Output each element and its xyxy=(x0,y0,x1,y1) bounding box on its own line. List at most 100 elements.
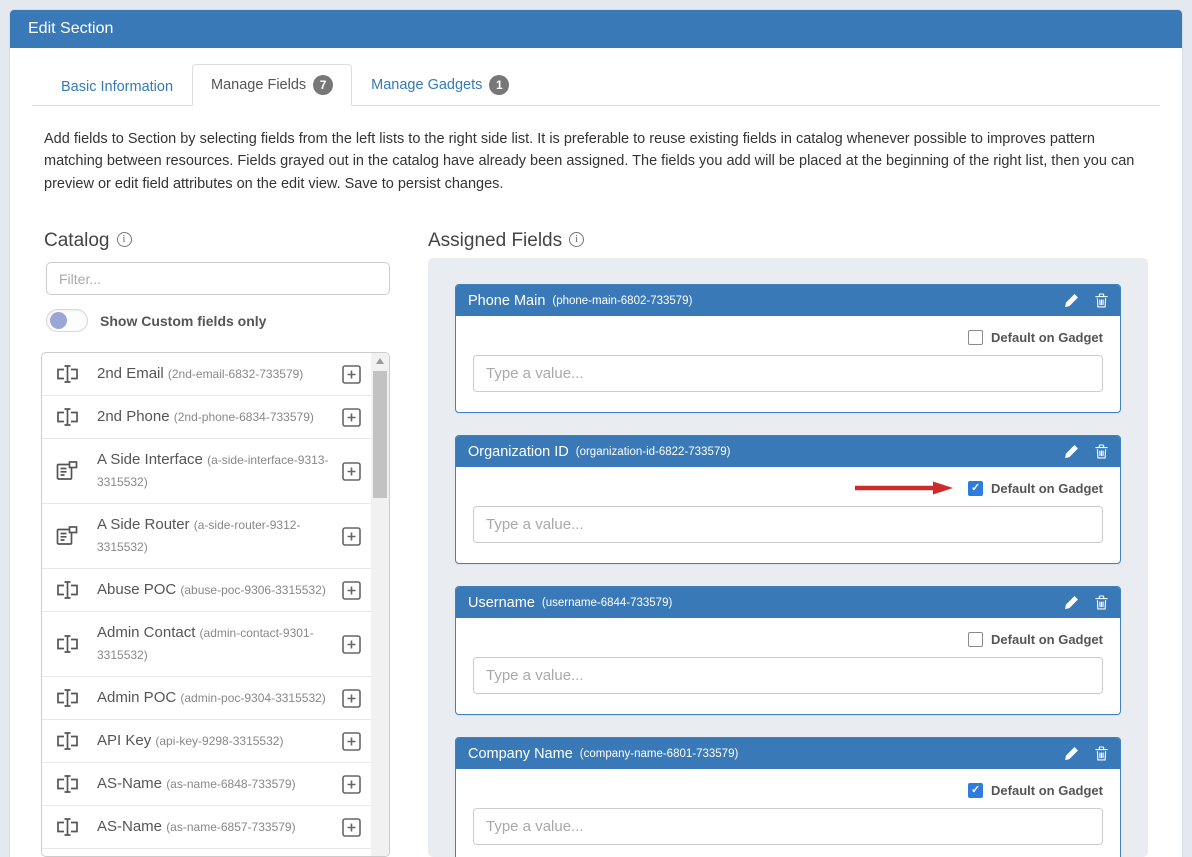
info-icon[interactable] xyxy=(116,232,132,247)
default-on-gadget-checkbox[interactable] xyxy=(968,480,984,496)
filter-input[interactable] xyxy=(46,262,390,295)
add-field-button[interactable] xyxy=(342,526,361,546)
field-name: AS-Name xyxy=(97,775,167,792)
text-input-icon xyxy=(56,580,80,600)
text-input-icon xyxy=(56,364,80,384)
edit-section-panel: Edit Section Basic Information Manage Fi… xyxy=(10,10,1182,857)
default-on-gadget-label: Default on Gadget xyxy=(991,782,1103,798)
field-name: A Side Interface xyxy=(97,451,208,468)
tab-manage-fields[interactable]: Manage Fields 7 xyxy=(192,64,353,106)
form-select-icon xyxy=(56,526,80,546)
field-id: (as-name-6857-733579) xyxy=(166,820,296,834)
field-id: (api-key-9298-3315532) xyxy=(155,734,284,748)
text-input-icon xyxy=(56,688,80,708)
field-name: AS-Name xyxy=(97,818,167,835)
card-field-id: (organization-id-6822-733579) xyxy=(575,445,731,458)
catalog-item-as-name: AS-Name (as-name-6857-733579) xyxy=(42,806,371,849)
text-input-icon xyxy=(56,731,80,751)
assigned-card-phone-main: Phone Main (phone-main-6802-733579) xyxy=(455,284,1121,413)
field-id: (a-side-router-9312-3315532) xyxy=(97,518,301,554)
field-id: (admin-contact-9301-3315532) xyxy=(97,626,314,662)
catalog-item-asn: ASN (asn-9297-3315532) xyxy=(42,849,371,856)
edit-pencil-icon[interactable] xyxy=(1064,444,1079,459)
card-field-id: (company-name-6801-733579) xyxy=(579,747,739,760)
custom-fields-toggle-row: Show Custom fields only xyxy=(46,309,266,332)
field-id: (2nd-phone-6834-733579) xyxy=(173,410,314,424)
scrollbar-thumb[interactable] xyxy=(373,371,387,498)
tab-count-badge: 1 xyxy=(489,75,510,95)
toggle-label: Show Custom fields only xyxy=(100,312,267,329)
tab-count-badge: 7 xyxy=(313,75,334,95)
add-field-button[interactable] xyxy=(342,731,361,751)
card-header: Company Name (company-name-6801-733579) xyxy=(456,738,1120,769)
card-field-name: Phone Main xyxy=(468,292,546,309)
field-value-input[interactable] xyxy=(473,808,1103,845)
add-field-button[interactable] xyxy=(342,817,361,837)
catalog-field-list: 2nd Email (2nd-email-6832-733579) 2nd Ph… xyxy=(41,352,390,857)
add-field-button[interactable] xyxy=(342,364,361,384)
description-text: Add fields to Section by selecting field… xyxy=(44,131,1135,192)
default-on-gadget-label: Default on Gadget xyxy=(991,631,1103,647)
catalog-item-admin-poc: Admin POC (admin-poc-9304-3315532) xyxy=(42,677,371,720)
assigned-card-username: Username (username-6844-733579) xyxy=(455,586,1121,715)
catalog-item-a-side-router: A Side Router (a-side-router-9312-331553… xyxy=(42,504,371,569)
custom-fields-toggle[interactable] xyxy=(46,309,88,332)
assigned-fields-container: Phone Main (phone-main-6802-733579) xyxy=(428,258,1148,857)
card-header: Phone Main (phone-main-6802-733579) xyxy=(456,285,1120,316)
info-icon[interactable] xyxy=(569,232,585,247)
delete-trash-icon[interactable] xyxy=(1095,293,1108,308)
text-input-icon xyxy=(56,407,80,427)
default-on-gadget-label: Default on Gadget xyxy=(991,480,1103,496)
delete-trash-icon[interactable] xyxy=(1095,444,1108,459)
tab-manage-gadgets[interactable]: Manage Gadgets 1 xyxy=(352,64,528,106)
catalog-item-abuse-poc: Abuse POC (abuse-poc-9306-3315532) xyxy=(42,569,371,612)
add-field-button[interactable] xyxy=(342,634,361,654)
card-field-id: (username-6844-733579) xyxy=(541,596,673,609)
field-id: (as-name-6848-733579) xyxy=(166,777,296,791)
form-select-icon xyxy=(56,461,80,481)
edit-pencil-icon[interactable] xyxy=(1064,595,1079,610)
add-field-button[interactable] xyxy=(342,407,361,427)
field-name: Abuse POC xyxy=(97,581,181,598)
delete-trash-icon[interactable] xyxy=(1095,595,1108,610)
field-name: 2nd Email xyxy=(97,365,168,382)
catalog-item-2nd-phone: 2nd Phone (2nd-phone-6834-733579) xyxy=(42,396,371,439)
field-id: (a-side-interface-9313-3315532) xyxy=(97,453,329,489)
catalog-item-2nd-email: 2nd Email (2nd-email-6832-733579) xyxy=(42,353,371,396)
text-input-icon xyxy=(56,774,80,794)
toggle-knob xyxy=(50,312,67,329)
tab-label: Basic Information xyxy=(61,79,174,95)
text-input-icon xyxy=(56,634,80,654)
default-on-gadget-label: Default on Gadget xyxy=(991,329,1103,345)
text-input-icon xyxy=(56,817,80,837)
catalog-scrollbar[interactable] xyxy=(371,353,389,856)
edit-pencil-icon[interactable] xyxy=(1064,746,1079,761)
card-field-name: Organization ID xyxy=(468,443,569,460)
catalog-item-api-key: API Key (api-key-9298-3315532) xyxy=(42,720,371,763)
field-id: (abuse-poc-9306-3315532) xyxy=(180,583,326,597)
assigned-card-company-name: Company Name (company-name-6801-733579) xyxy=(455,737,1121,857)
default-on-gadget-checkbox[interactable] xyxy=(968,782,984,798)
add-field-button[interactable] xyxy=(342,580,361,600)
field-name: API Key xyxy=(97,732,156,749)
field-id: (admin-poc-9304-3315532) xyxy=(180,691,326,705)
scrollbar-up-arrow-icon[interactable] xyxy=(371,353,389,369)
field-name: Admin Contact xyxy=(97,624,200,641)
tab-bar: Basic Information Manage Fields 7 Manage… xyxy=(32,64,1160,106)
default-on-gadget-checkbox[interactable] xyxy=(968,631,984,647)
attention-arrow xyxy=(855,481,954,495)
add-field-button[interactable] xyxy=(342,774,361,794)
card-field-name: Company Name xyxy=(468,745,573,762)
delete-trash-icon[interactable] xyxy=(1095,746,1108,761)
field-name: 2nd Phone xyxy=(97,408,174,425)
default-on-gadget-checkbox[interactable] xyxy=(968,329,984,345)
field-value-input[interactable] xyxy=(473,506,1103,543)
card-field-name: Username xyxy=(468,594,535,611)
field-value-input[interactable] xyxy=(473,657,1103,694)
add-field-button[interactable] xyxy=(342,688,361,708)
assigned-card-organization-id: Organization ID (organization-id-6822-73… xyxy=(455,435,1121,564)
tab-basic-information[interactable]: Basic Information xyxy=(42,68,192,106)
edit-pencil-icon[interactable] xyxy=(1064,293,1079,308)
field-value-input[interactable] xyxy=(473,355,1103,392)
add-field-button[interactable] xyxy=(342,461,361,481)
